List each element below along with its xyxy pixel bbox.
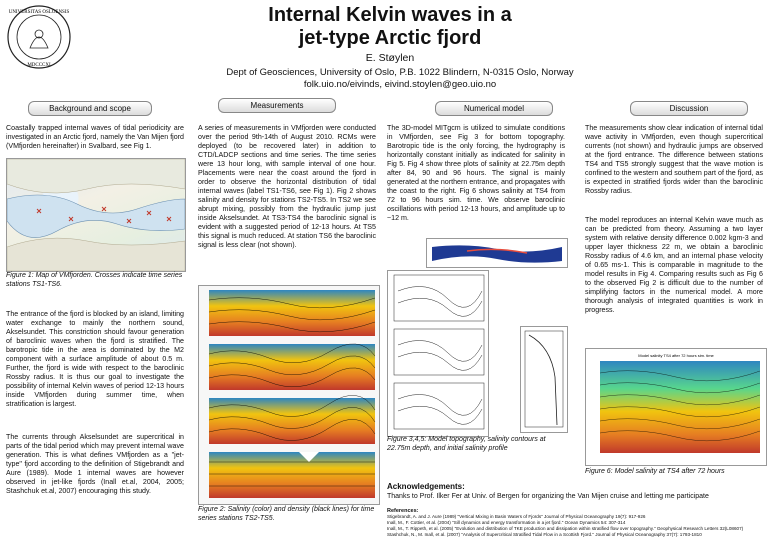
discussion-paragraph-2-text: The model reproduces an internal Kelvin … bbox=[585, 216, 763, 314]
svg-text:UNIVERSITAS OSLOENSIS: UNIVERSITAS OSLOENSIS bbox=[9, 10, 70, 15]
affiliation-line: Dept of Geosciences, University of Oslo,… bbox=[226, 67, 574, 78]
figure-6-caption: Figure 6: Model salinity at TS4 after 72… bbox=[585, 468, 725, 475]
background-paragraph-3: The currents through Akselsundet are sup… bbox=[6, 433, 184, 495]
measurements-paragraph: A series of measurements in VMfjorden we… bbox=[198, 124, 376, 249]
title-line-2: jet-type Arctic fjord bbox=[298, 27, 482, 49]
topography-drawing bbox=[432, 245, 562, 263]
svg-text:MDCCCXI: MDCCCXI bbox=[27, 63, 51, 68]
discussion-paragraph-2: The model reproduces an internal Kelvin … bbox=[585, 216, 763, 315]
author-name: E. Støylen bbox=[365, 52, 415, 64]
background-paragraph-1: Coastally trapped internal waves of tida… bbox=[6, 124, 184, 150]
panel-ts2 bbox=[208, 290, 376, 336]
discussion-paragraph-1: The measurements show clear indication o… bbox=[585, 124, 763, 195]
panel-ts5 bbox=[209, 452, 375, 498]
map-drawing bbox=[7, 159, 185, 271]
figure-6-model-salinity: Model salinity TS4 after 72 hours sim. t… bbox=[585, 348, 767, 466]
title-line-1: Internal Kelvin waves in a bbox=[268, 4, 512, 26]
figure-4-salinity-contours bbox=[387, 270, 489, 437]
panel-ts3 bbox=[208, 343, 376, 390]
figure-3-topography bbox=[426, 238, 568, 268]
figure-5-initial-salinity-profile bbox=[520, 326, 568, 433]
salinity-contour-drawing bbox=[393, 274, 485, 430]
salinity-timeseries-drawing bbox=[208, 290, 376, 498]
poster-title: Internal Kelvin waves in a jet-type Arct… bbox=[180, 4, 600, 50]
background-paragraph-2: The entrance of the fjord is blocked by … bbox=[6, 310, 184, 408]
salinity-profile-drawing bbox=[524, 330, 564, 428]
references-heading: References: bbox=[387, 508, 419, 514]
reference-item: Inall, M., T. Rippeth, et al. (2005) "Ev… bbox=[387, 526, 744, 531]
numerical-model-paragraph: The 3D-model MITgcm is utilized to simul… bbox=[387, 124, 565, 222]
section-measurements-heading: Measurements bbox=[218, 98, 336, 113]
figure-2-caption: Figure 2: Salinity (color) and density (… bbox=[198, 506, 375, 522]
reference-item: Stigebrandt, A. and J. Aure (1989) "Vert… bbox=[387, 514, 646, 519]
figure-345-caption: Figure 3,4,5: Model topography, salinity… bbox=[387, 436, 546, 452]
figure-6-title: Model salinity TS4 after 72 hours sim. t… bbox=[638, 353, 714, 358]
panel-ts4 bbox=[208, 395, 376, 444]
reference-item: Inall, M., F. Cottier, et al. (2004) "Si… bbox=[387, 520, 626, 525]
section-numerical-heading: Numerical model bbox=[435, 101, 553, 116]
model-salinity-drawing: Model salinity TS4 after 72 hours sim. t… bbox=[599, 353, 761, 453]
section-background-heading: Background and scope bbox=[28, 101, 152, 116]
references-list: References: Stigebrandt, A. and J. Aure … bbox=[387, 508, 765, 538]
acknowledgements-heading: Acknowledgements: bbox=[387, 482, 465, 491]
figure-2-salinity-panels bbox=[198, 285, 380, 505]
figure-1-caption: Figure 1: Map of VMfjorden. Crosses indi… bbox=[6, 272, 183, 288]
affiliation: Dept of Geosciences, University of Oslo,… bbox=[150, 67, 650, 91]
acknowledgements-text: Thanks to Prof. Ilker Fer at Univ. of Be… bbox=[387, 493, 709, 500]
contact-line: folk.uio.no/eivinds, eivind.stoylen@geo.… bbox=[303, 79, 497, 90]
university-seal-logo: UNIVERSITAS OSLOENSIS MDCCCXI bbox=[7, 5, 71, 69]
section-discussion-heading: Discussion bbox=[630, 101, 748, 116]
fjord-map-figure bbox=[6, 158, 186, 272]
reference-item: Stashchuk, N., M. Inall, et al. (2007) "… bbox=[387, 532, 702, 537]
